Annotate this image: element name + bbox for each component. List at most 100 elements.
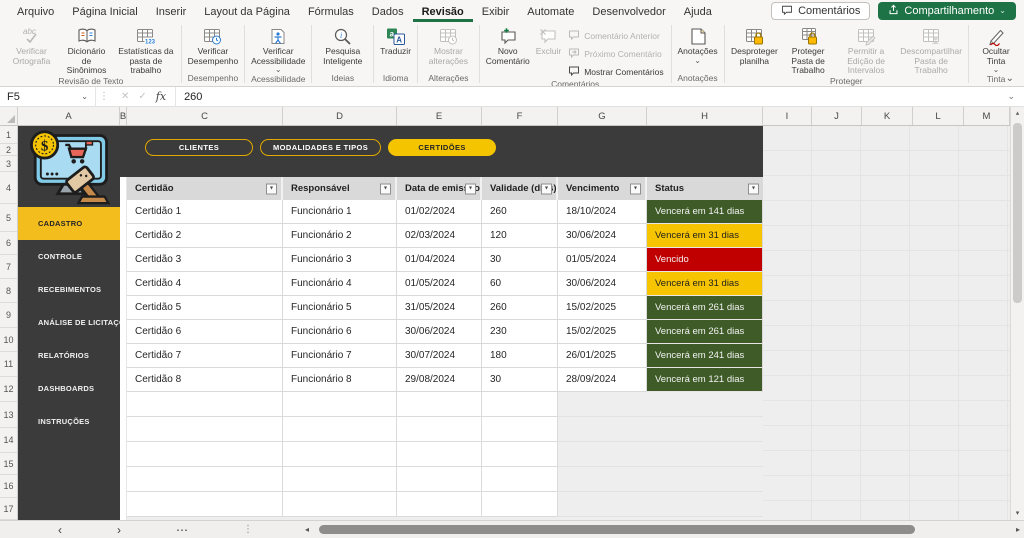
cell-responsavel[interactable]: Funcionário 5 [283,296,397,320]
row-header[interactable]: 14 [0,428,17,453]
cell-vencimento[interactable]: 26/01/2025 [558,344,647,368]
all-sheets-button[interactable]: ⋯ [176,524,188,536]
status-badge[interactable]: Vencido [647,248,763,272]
sidebar-item[interactable]: RELATÓRIOS [18,339,120,372]
cell-data-emissao[interactable]: 01/02/2024 [397,200,482,224]
comments-button[interactable]: Comentários [771,2,870,20]
nav-pill[interactable]: MODALIDADES E TIPOS [260,139,381,156]
filter-dropdown-button[interactable]: ▾ [465,183,476,194]
menu-tab[interactable]: Arquivo [8,0,63,22]
expand-formula-bar-icon[interactable]: ⌄ [998,91,1024,102]
vertical-scroll-thumb[interactable] [1013,123,1022,303]
cell-certidao[interactable]: Certidão 5 [127,296,283,320]
cell-vencimento[interactable]: 01/05/2024 [558,248,647,272]
protect-workbook-button[interactable]: Proteger Pasta de Trabalho [781,23,835,76]
row-header[interactable]: 7 [0,255,17,279]
sidebar-item[interactable]: RECEBIMENTOS [18,273,120,306]
row-header[interactable]: 5 [0,204,17,232]
sidebar-item[interactable]: ANÁLISE DE LICITAÇÕES [18,306,120,339]
select-all-corner[interactable] [0,107,18,125]
menu-tab[interactable]: Revisão [413,0,473,22]
collapse-ribbon-icon[interactable]: ⌄ [1006,73,1014,84]
cell-responsavel[interactable]: Funcionário 4 [283,272,397,296]
formula-input[interactable]: 260 [176,91,998,103]
filter-dropdown-button[interactable]: ▾ [541,183,552,194]
cell-certidao[interactable]: Certidão 7 [127,344,283,368]
filter-dropdown-button[interactable]: ▾ [748,183,759,194]
cell-certidao[interactable]: Certidão 4 [127,272,283,296]
row-header[interactable]: 6 [0,232,17,255]
cell-certidao[interactable]: Certidão 3 [127,248,283,272]
column-header[interactable]: A [18,107,120,125]
cell-responsavel[interactable]: Funcionário 7 [283,344,397,368]
sidebar-item[interactable]: CONTROLE [18,240,120,273]
column-header[interactable]: H [647,107,763,125]
column-header[interactable]: B [120,107,127,125]
show-comments-button[interactable]: Mostrar Comentários [568,65,663,79]
cell-validade[interactable]: 260 [482,200,558,224]
status-badge[interactable]: Vencerá em 31 dias [647,224,763,248]
menu-tab[interactable]: Página Inicial [63,0,146,22]
menu-tab[interactable]: Desenvolvedor [583,0,674,22]
horizontal-scrollbar[interactable]: ◂ ▸ [253,521,1024,538]
column-header[interactable]: E [397,107,482,125]
status-badge[interactable]: Vencerá em 121 dias [647,368,763,392]
check-performance-button[interactable]: Verificar Desempenho [185,23,242,66]
insert-function-button[interactable]: fx [156,90,166,103]
name-box[interactable]: F5 ⌄ [0,87,96,106]
cell-responsavel[interactable]: Funcionário 8 [283,368,397,392]
cell-data-emissao[interactable]: 29/08/2024 [397,368,482,392]
column-header[interactable]: G [558,107,647,125]
horizontal-scroll-thumb[interactable] [319,525,915,534]
row-header[interactable]: 15 [0,453,17,475]
row-header[interactable]: 10 [0,328,17,352]
filter-dropdown-button[interactable]: ▾ [630,183,641,194]
hide-ink-button[interactable]: Ocultar Tinta ⌄ [972,23,1020,74]
share-button[interactable]: Compartilhamento ⌄ [878,2,1016,20]
cell-validade[interactable]: 60 [482,272,558,296]
row-header[interactable]: 3 [0,156,17,172]
cell-certidao[interactable]: Certidão 1 [127,200,283,224]
column-header[interactable]: F [482,107,558,125]
check-accessibility-button[interactable]: Verificar Acessibilidade ⌄ [248,23,308,74]
workbook-statistics-button[interactable]: 123 Estatísticas da pasta de trabalho [114,23,178,76]
menu-tab[interactable]: Layout da Página [195,0,299,22]
filter-dropdown-button[interactable]: ▾ [380,183,391,194]
row-header[interactable]: 8 [0,279,17,303]
column-header[interactable]: L [913,107,964,125]
column-header[interactable]: D [283,107,397,125]
previous-sheet-button[interactable]: ‹ [58,524,62,536]
row-header[interactable]: 13 [0,402,17,428]
cell-data-emissao[interactable]: 30/06/2024 [397,320,482,344]
cell-responsavel[interactable]: Funcionário 6 [283,320,397,344]
vertical-scrollbar[interactable]: ▴ ▾ [1010,107,1024,520]
cell-vencimento[interactable]: 15/02/2025 [558,296,647,320]
status-badge[interactable]: Vencerá em 31 dias [647,272,763,296]
cell-certidao[interactable]: Certidão 2 [127,224,283,248]
cell-validade[interactable]: 30 [482,248,558,272]
row-header[interactable]: 4 [0,172,17,204]
cell-responsavel[interactable]: Funcionário 2 [283,224,397,248]
sidebar-item[interactable]: CADASTRO [18,207,120,240]
cell-vencimento[interactable]: 28/09/2024 [558,368,647,392]
sidebar-item[interactable]: DASHBOARDS [18,372,120,405]
status-badge[interactable]: Vencerá em 141 dias [647,200,763,224]
filter-dropdown-button[interactable]: ▾ [266,183,277,194]
row-header[interactable]: 17 [0,498,17,520]
scroll-right-icon[interactable]: ▸ [1016,525,1020,534]
cell-data-emissao[interactable]: 02/03/2024 [397,224,482,248]
cell-data-emissao[interactable]: 30/07/2024 [397,344,482,368]
new-comment-button[interactable]: Novo Comentário [483,23,533,66]
status-badge[interactable]: Vencerá em 241 dias [647,344,763,368]
smart-lookup-button[interactable]: i Pesquisa Inteligente [315,23,370,66]
notes-button[interactable]: Anotações ⌄ [674,23,720,64]
row-header[interactable]: 16 [0,475,17,498]
cell-validade[interactable]: 180 [482,344,558,368]
cell-responsavel[interactable]: Funcionário 1 [283,200,397,224]
unprotect-sheet-button[interactable]: Desproteger planilha [728,23,782,66]
menu-tab[interactable]: Automate [518,0,583,22]
cell-data-emissao[interactable]: 31/05/2024 [397,296,482,320]
row-header[interactable]: 12 [0,377,17,402]
menu-tab[interactable]: Exibir [473,0,519,22]
row-header[interactable]: 11 [0,352,17,377]
